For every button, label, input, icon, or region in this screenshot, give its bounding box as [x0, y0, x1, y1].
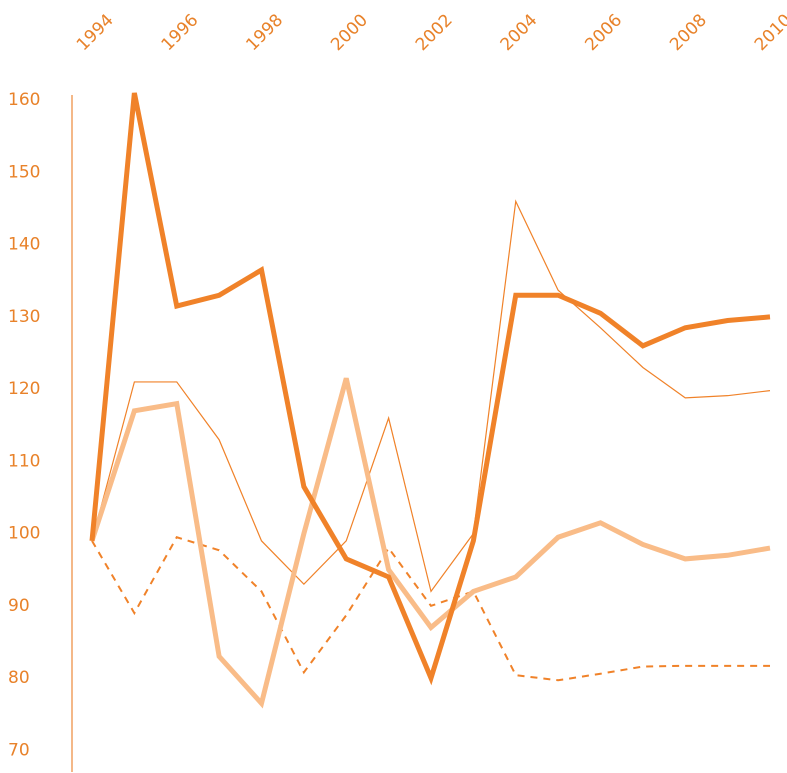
y-tick-label: 130: [8, 307, 40, 327]
y-tick-label: 160: [8, 90, 40, 110]
y-tick-label: 140: [8, 235, 40, 255]
series-line: [89, 92, 771, 686]
x-tick-label: 2006: [581, 10, 626, 55]
x-tick-label: 2000: [327, 10, 372, 55]
x-tick-label: 2004: [497, 10, 542, 55]
x-tick-label: 1994: [73, 10, 118, 55]
x-tick-label: 2008: [666, 10, 711, 55]
series-line: [89, 377, 771, 709]
y-tick-label: 150: [8, 162, 40, 182]
y-tick-label: 100: [8, 524, 40, 544]
y-tick-label: 110: [8, 451, 40, 471]
y-tick-label: 120: [8, 379, 40, 399]
series-line: [91, 199, 771, 593]
y-tick-label: 80: [8, 668, 30, 688]
series-line: [91, 536, 770, 682]
y-tick-label: 90: [8, 596, 30, 616]
y-tick-label: 70: [8, 740, 30, 760]
x-tick-label: 2002: [412, 10, 457, 55]
x-tick-label: 2010: [751, 10, 787, 55]
x-tick-label: 1996: [158, 10, 203, 55]
x-tick-label: 1998: [242, 10, 287, 55]
